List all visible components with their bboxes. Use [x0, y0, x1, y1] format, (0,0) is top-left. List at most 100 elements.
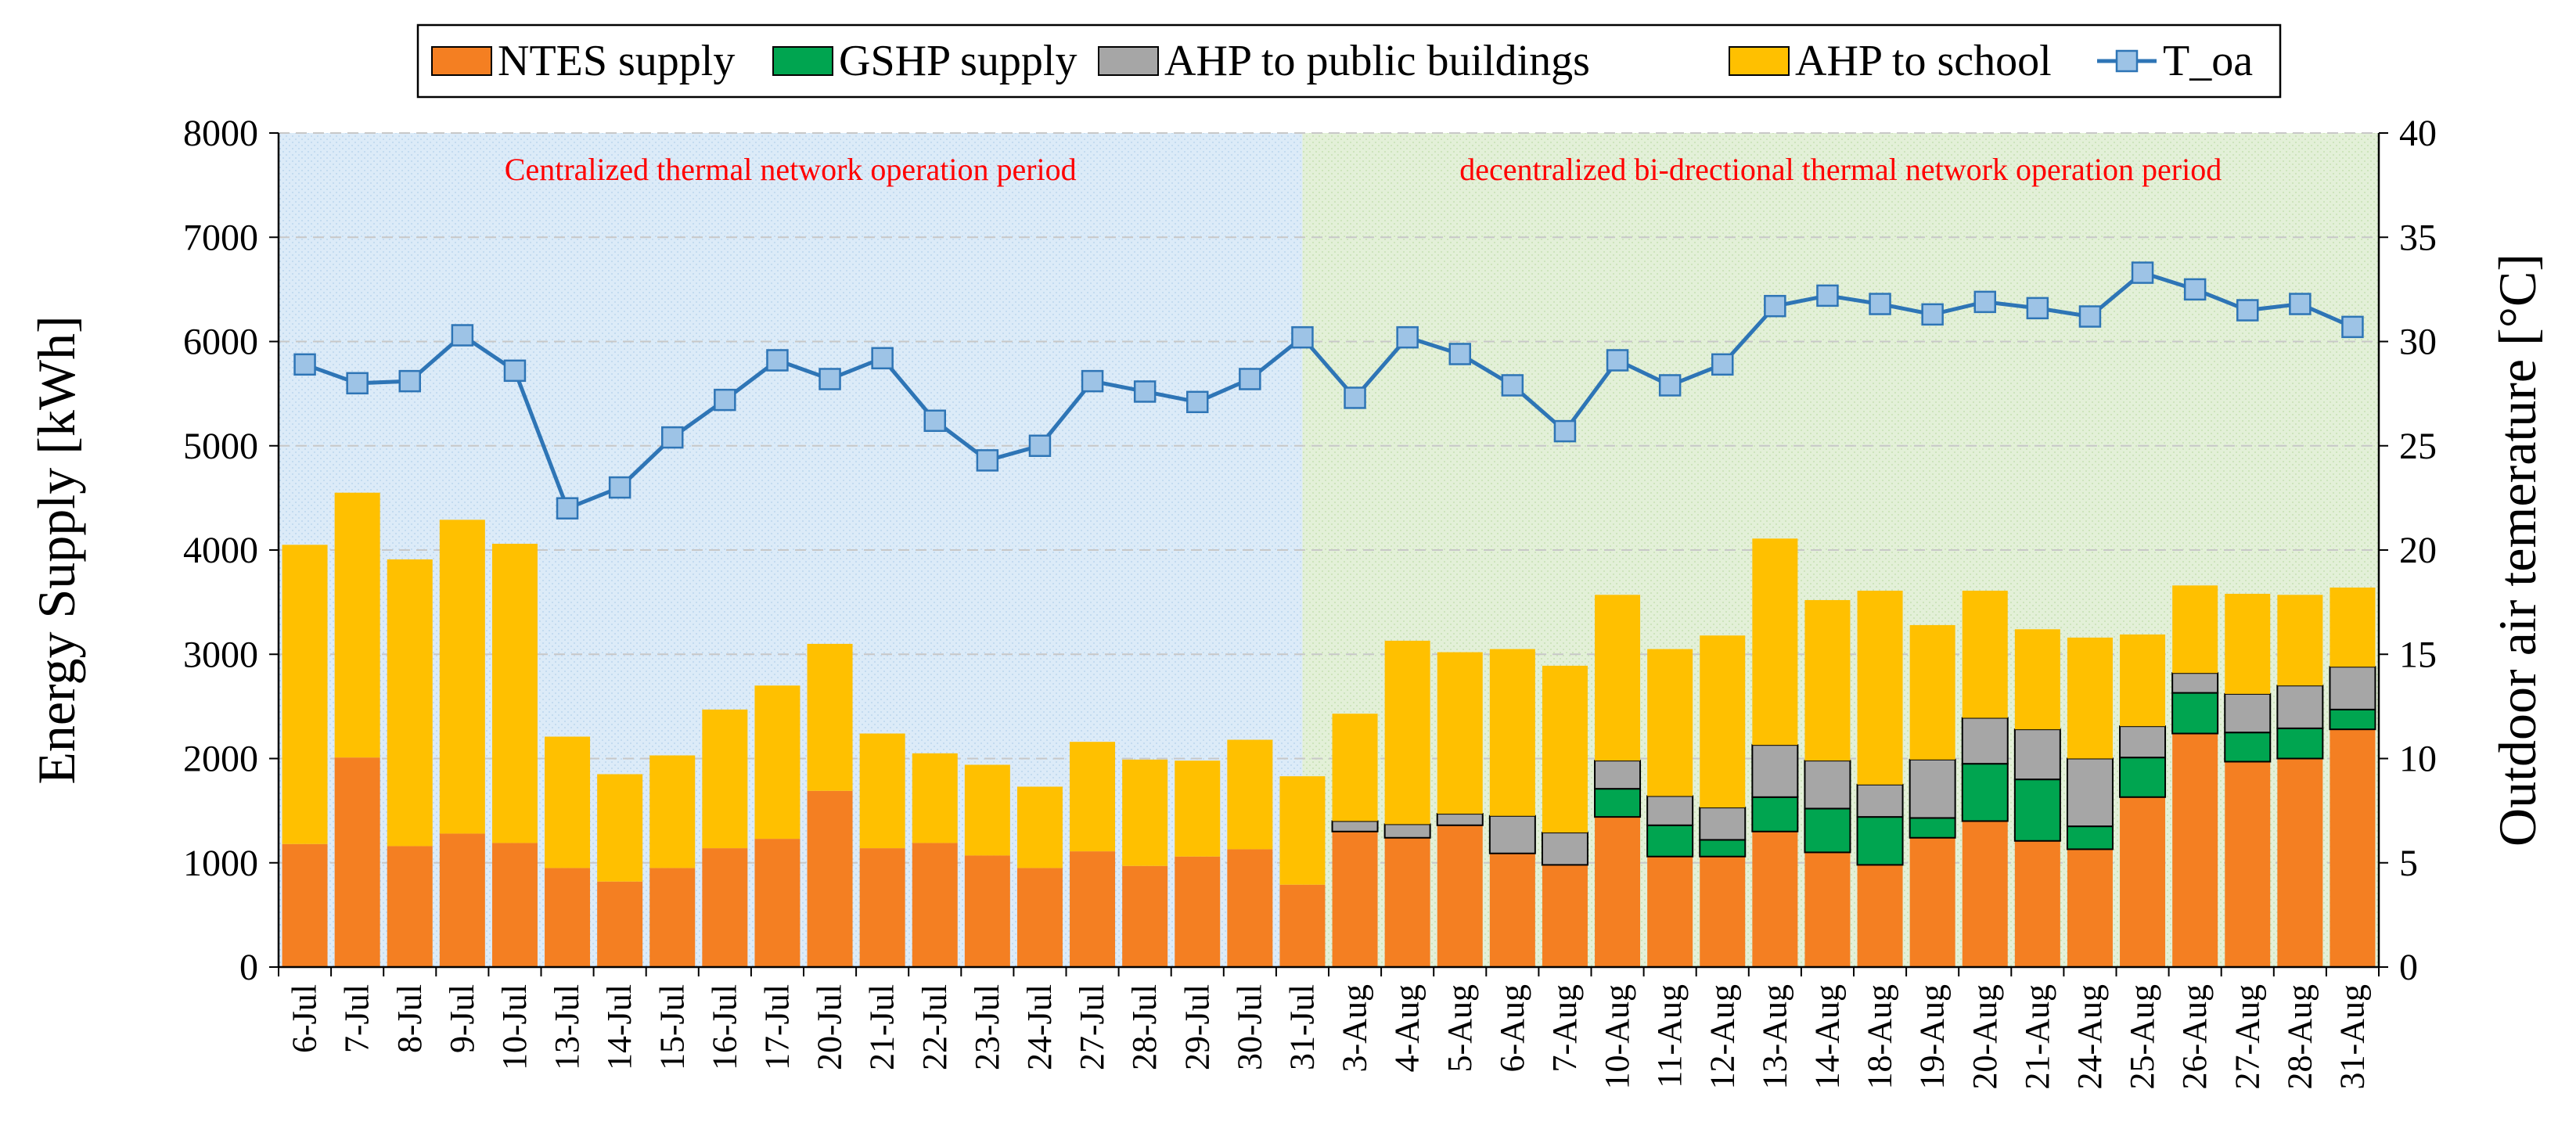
point-t-oa: [1239, 368, 1261, 390]
x-tick-label: 31-Aug: [2333, 984, 2371, 1089]
bar-ahp-to-school: [1700, 635, 1746, 808]
x-tick-label: 21-Aug: [2018, 984, 2056, 1089]
x-tick-label: 21-Jul: [863, 984, 901, 1070]
bar-ahp-to-public-buildings: [2171, 672, 2219, 694]
y-tick-label: 6000: [183, 322, 258, 363]
x-tick-label: 12-Aug: [1703, 984, 1741, 1089]
x-tick-label: 11-Aug: [1650, 984, 1689, 1088]
bar-ahp-to-school: [2330, 587, 2376, 667]
bar-gshp-supply: [1751, 796, 1799, 832]
y2-tick-label: 10: [2399, 739, 2437, 780]
bar-ahp-to-school: [334, 492, 380, 758]
y-axis-title: Energy Supply [kWh]: [27, 315, 86, 784]
x-tick-label: 7-Jul: [338, 984, 376, 1053]
bar-gshp-supply: [1961, 763, 2009, 822]
y2-tick-label: 0: [2399, 947, 2418, 988]
x-tick-label: 3-Aug: [1336, 984, 1374, 1072]
bar-ahp-to-public-buildings: [1594, 760, 1642, 790]
x-tick-label: 28-Aug: [2280, 984, 2319, 1089]
point-t-oa: [2078, 305, 2102, 328]
x-tick-label: 6-Aug: [1493, 984, 1531, 1072]
bar-ntes-supply: [1542, 865, 1588, 967]
bar-gshp-supply: [2066, 825, 2114, 850]
bar-gshp-supply: [1909, 817, 1956, 839]
point-t-oa: [661, 426, 684, 449]
point-t-oa: [2289, 293, 2312, 315]
bar-ahp-to-school: [1962, 590, 2008, 718]
bar-ahp-to-school: [597, 774, 643, 882]
y2-tick-label: 35: [2399, 217, 2437, 258]
bar-ahp-to-public-buildings: [1541, 832, 1588, 866]
x-tick-label: 14-Aug: [1808, 984, 1846, 1089]
bar-gshp-supply: [1646, 824, 1694, 858]
bar-ahp-to-public-buildings: [1488, 814, 1536, 854]
bar-ntes-supply: [807, 790, 853, 967]
bar-ahp-to-public-buildings: [1961, 717, 2009, 765]
bar-ntes-supply: [2120, 796, 2166, 967]
bar-ahp-to-school: [754, 685, 801, 840]
bar-ntes-supply: [1700, 856, 1746, 967]
x-tick-label: 5-Aug: [1441, 984, 1479, 1072]
y-tick-label: 5000: [183, 426, 258, 467]
x-tick-label: 14-Jul: [600, 984, 639, 1070]
x-tick-label: 4-Aug: [1388, 984, 1427, 1072]
bar-gshp-supply: [1856, 816, 1904, 866]
bar-ahp-to-school: [2120, 634, 2166, 727]
x-tick-label: 13-Aug: [1755, 984, 1793, 1089]
series-line-t-oa: [304, 270, 2354, 511]
bar-ahp-to-public-buildings: [2276, 685, 2324, 729]
x-tick-label: 9-Jul: [443, 984, 481, 1053]
bar-ntes-supply: [1909, 837, 1955, 967]
point-t-oa: [766, 349, 789, 372]
point-t-oa: [2236, 299, 2259, 322]
legend-label-ntes-supply: NTES supply: [498, 37, 735, 85]
bar-ntes-supply: [387, 846, 433, 967]
y-tick-label: 7000: [183, 217, 258, 258]
x-tick-label: 26-Aug: [2175, 984, 2214, 1089]
bar-ntes-supply: [1384, 837, 1430, 967]
y-tick-label: 8000: [183, 113, 258, 154]
bar-ntes-supply: [1175, 856, 1221, 967]
y2-tick-label: 30: [2399, 322, 2437, 363]
bar-ahp-to-school: [491, 544, 538, 843]
point-t-oa: [1921, 303, 1944, 326]
bar-ahp-to-school: [1016, 786, 1063, 868]
y-tick-label: 4000: [183, 530, 258, 571]
legend-marker-t-oa: [2115, 49, 2139, 73]
bar-ahp-to-school: [1384, 640, 1430, 825]
point-t-oa: [923, 409, 946, 433]
bar-ahp-to-school: [1804, 599, 1851, 761]
x-tick-label: 7-Aug: [1545, 984, 1584, 1072]
bar-ntes-supply: [1595, 817, 1641, 967]
bar-ahp-to-public-buildings: [2224, 692, 2272, 734]
bar-ntes-supply: [859, 848, 905, 967]
bar-ntes-supply: [1804, 852, 1851, 967]
bar-ntes-supply: [1962, 821, 2008, 967]
legend-label-t-oa: T_oa: [2163, 37, 2253, 85]
point-t-oa: [398, 369, 421, 393]
y-tick-label: 0: [239, 947, 258, 988]
legend: [416, 23, 2282, 99]
x-tick-label: 20-Jul: [811, 984, 849, 1070]
point-t-oa: [1553, 419, 1577, 443]
point-t-oa: [451, 324, 474, 347]
point-t-oa: [1291, 325, 1314, 349]
bar-ntes-supply: [334, 757, 380, 967]
point-t-oa: [1869, 293, 1891, 315]
y-tick-label: 3000: [183, 634, 258, 675]
period-label-2: decentralized bi-drectional thermal netw…: [1459, 152, 2222, 187]
bar-ahp-to-public-buildings: [2329, 666, 2376, 710]
point-t-oa: [503, 359, 527, 383]
x-tick-label: 10-Aug: [1598, 984, 1636, 1089]
bar-ahp-to-school: [859, 733, 905, 849]
bar-ntes-supply: [1857, 865, 1903, 967]
y2-tick-label: 25: [2399, 426, 2437, 467]
bar-ahp-to-school: [1437, 652, 1483, 814]
bar-gshp-supply: [2119, 757, 2167, 798]
bar-ntes-supply: [2277, 758, 2323, 967]
legend-swatch-gshp-supply: [772, 46, 833, 76]
point-t-oa: [1396, 325, 1419, 349]
bar-ntes-supply: [545, 868, 591, 967]
bar-ahp-to-school: [1227, 739, 1273, 850]
